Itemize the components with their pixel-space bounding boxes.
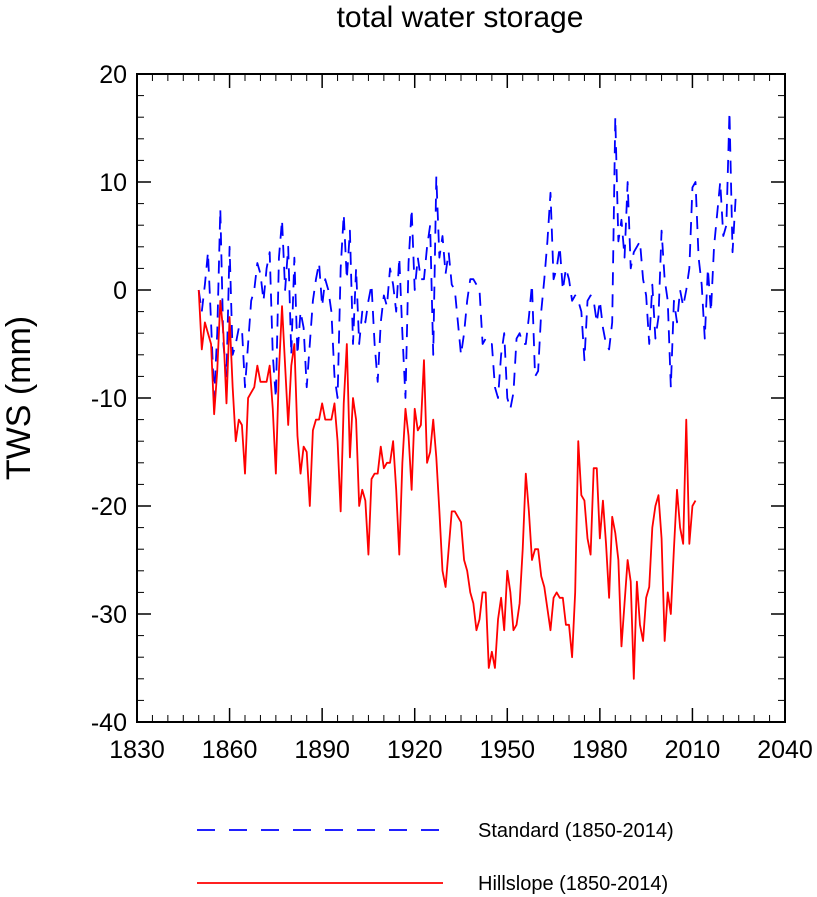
plot-frame (136, 73, 786, 723)
legend-label-standard: Standard (1850-2014) (478, 820, 674, 842)
series-line-standard (197, 110, 737, 410)
y-axis-title: TWS (mm) (0, 316, 38, 480)
x-tick-label: 2010 (665, 736, 721, 764)
legend-label-hillslope: Hillslope (1850-2014) (478, 873, 668, 895)
tick-marks (136, 73, 786, 723)
x-tick-labels: 1830 1860 1890 1920 1950 1980 2010 2040 (109, 736, 813, 764)
x-tick-label: 1980 (572, 736, 628, 764)
y-tick-label: -10 (91, 385, 127, 413)
legend: Standard (1850-2014) Hillslope (1850-201… (197, 820, 674, 895)
y-tick-label: 10 (99, 169, 127, 197)
y-tick-labels: 20 10 0 -10 -20 -30 -40 (91, 61, 127, 737)
x-tick-label: 1860 (202, 736, 258, 764)
series-line-hillslope (197, 289, 697, 680)
x-tick-label: 1950 (479, 736, 535, 764)
chart-title: total water storage (337, 1, 584, 34)
y-tick-label: 20 (99, 61, 127, 89)
y-tick-label: -30 (91, 601, 127, 629)
x-tick-label: 2040 (757, 736, 813, 764)
series-layer (197, 110, 737, 680)
y-tick-label: -20 (91, 493, 127, 521)
y-tick-label: 0 (113, 277, 127, 305)
y-tick-label: -40 (91, 709, 127, 737)
x-tick-label: 1920 (387, 736, 443, 764)
x-tick-label: 1890 (294, 736, 350, 764)
x-tick-label: 1830 (109, 736, 165, 764)
